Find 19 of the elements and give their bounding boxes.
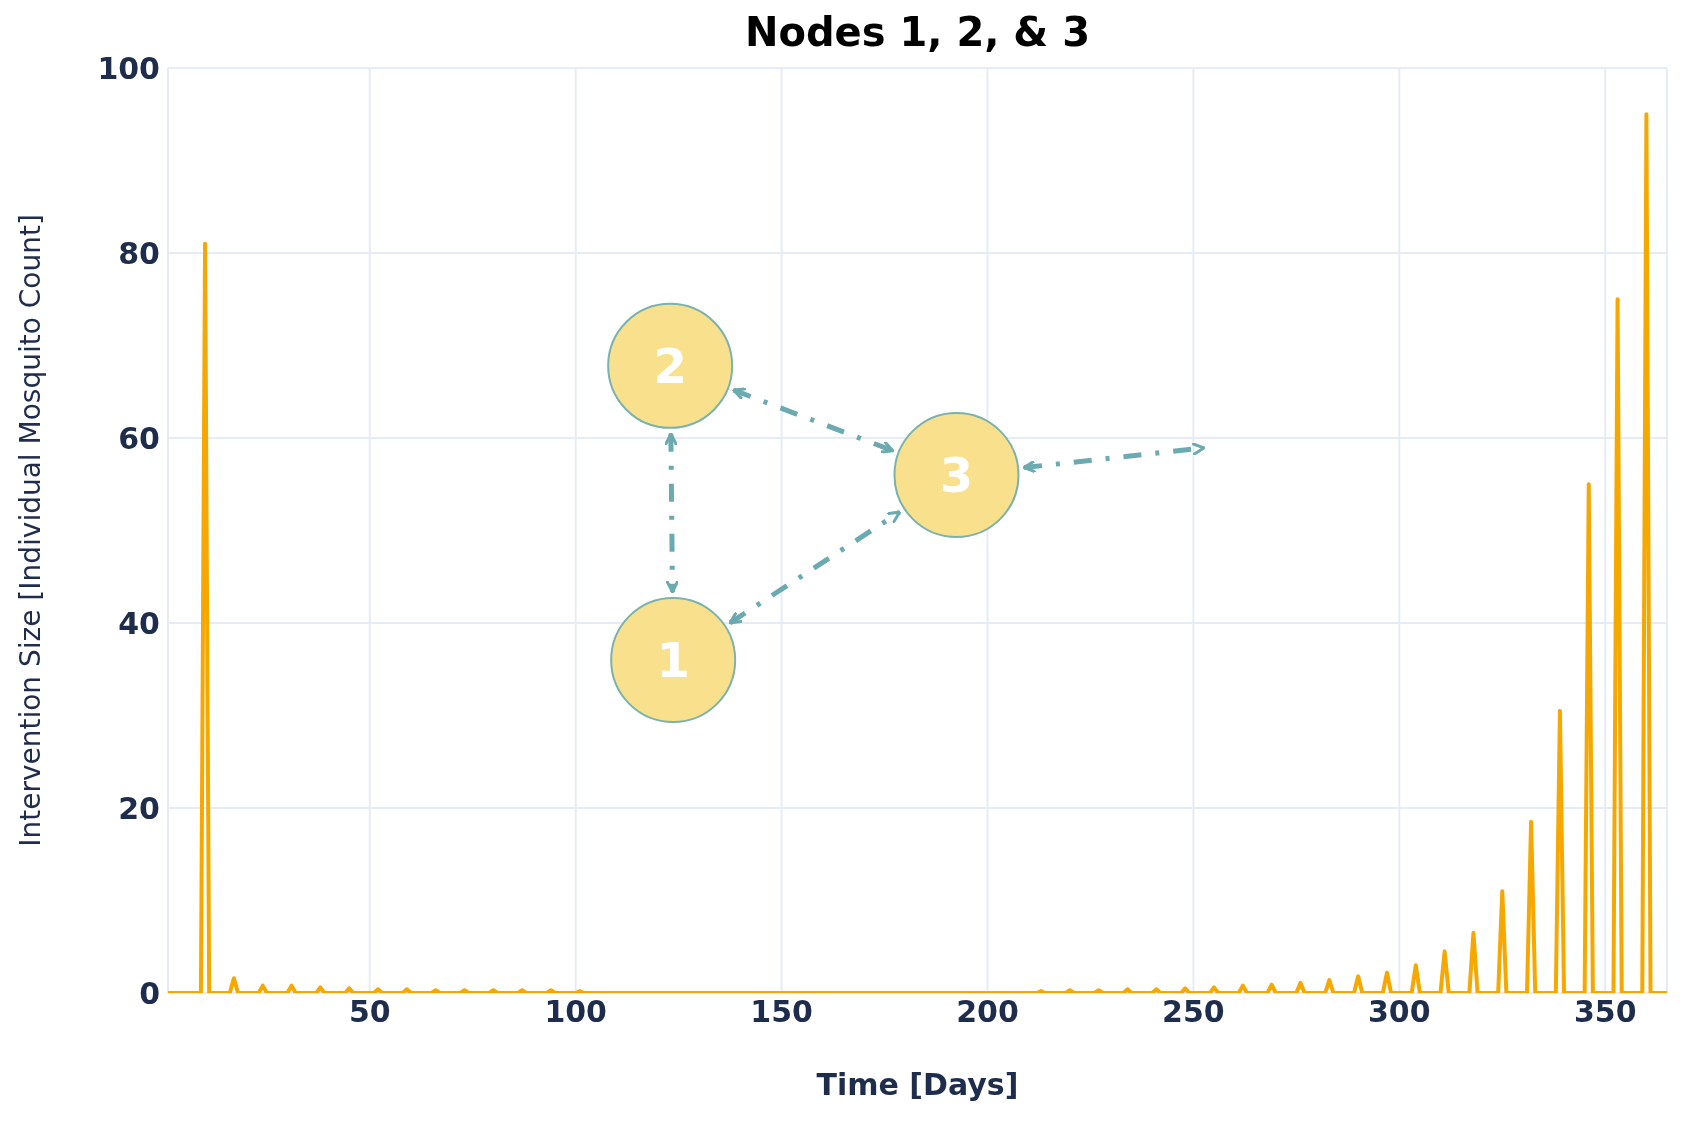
x-tick-label: 50 (348, 994, 391, 1030)
x-tick-label: 200 (956, 994, 1019, 1030)
y-tick-label: 100 (97, 50, 160, 86)
x-axis-title: Time [Days] (816, 1067, 1019, 1102)
y-tick-label: 60 (118, 420, 160, 456)
y-axis-title: Intervention Size [Individual Mosquito Count] (13, 214, 47, 847)
y-tick-label: 40 (118, 605, 160, 641)
x-tick-label: 300 (1368, 994, 1431, 1030)
x-tick-label: 100 (544, 994, 608, 1030)
x-tick-label: 350 (1573, 994, 1637, 1030)
y-tick-label: 0 (139, 975, 160, 1011)
y-tick-label: 20 (118, 790, 160, 826)
annotation: 2 (653, 337, 687, 394)
annotation: 1 (656, 632, 690, 688)
chart-title: Nodes 1, 2, & 3 (745, 9, 1090, 55)
annotation: 3 (939, 447, 974, 503)
x-tick-label: 250 (1162, 994, 1225, 1030)
x-tick-label: 150 (750, 994, 813, 1030)
y-tick-label: 80 (118, 235, 160, 271)
